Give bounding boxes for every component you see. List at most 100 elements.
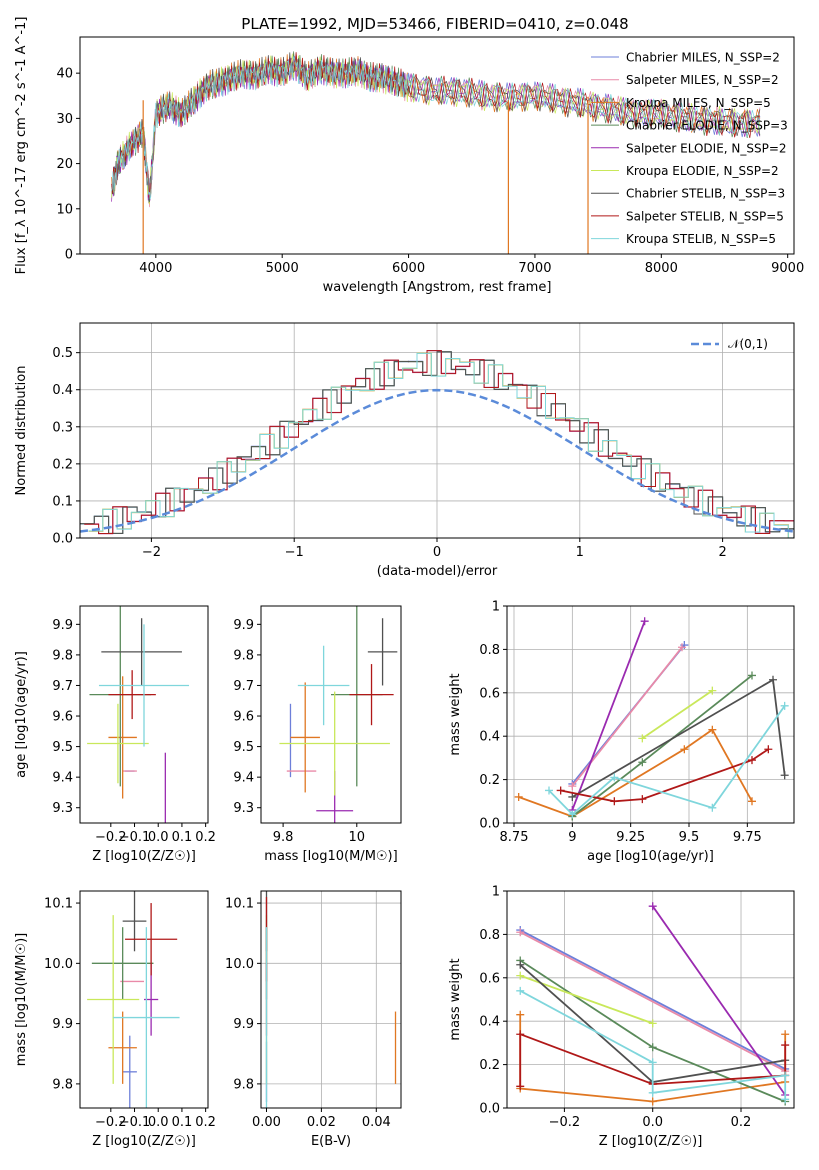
y-tick-label: 0.0 [479,817,500,832]
y-tick-label: 40 [56,67,73,82]
axes-frame [260,890,402,1109]
weight-marker [516,986,525,995]
weight-marker [568,782,577,791]
weight-line-4 [571,674,753,818]
legend-label-1: Chabrier MILES, N_SSP=2 [626,51,780,65]
weight-line-1 [519,929,786,1070]
x-axis-label: Z [log10(Z/Z☉)] [599,1134,703,1149]
legend-label-7: Chabrier STELIB, N_SSP=3 [626,187,785,201]
y-tick-label: 9.8 [233,648,254,663]
y-tick-label: 1 [492,600,500,615]
weight-line-2 [519,931,786,1072]
y-tick-label: 0.4 [479,730,500,745]
axes-frame [79,890,209,1109]
y-tick-label: 1 [492,885,500,900]
y-tick-label: 9.5 [52,740,73,755]
y-tick-label: 9.9 [233,1017,254,1032]
y-tick-label: 9.5 [233,740,254,755]
weight-marker [516,928,525,937]
legend-label-8: Salpeter STELIB, N_SSP=5 [626,209,784,223]
weight-marker [648,1058,657,1067]
panel-7: 0.00 0.02 0.04 9.8 9.9 10.0 10.1 E(B-V) [225,890,402,1149]
y-tick-label: 9.3 [233,801,254,816]
y-tick-label: 0.1 [52,494,73,509]
spectrum-line-8 [111,52,761,198]
y-tick-label: 20 [56,157,73,172]
panel-4: 9.8 10 9.3 9.4 9.5 9.6 9.7 9.8 9.9 mass [log10(M/… [233,605,402,864]
y-tick-label: 0 [65,248,73,263]
x-tick-label: 0.0 [148,830,169,845]
spectrum-line-9 [111,56,761,200]
x-axis-label: E(B-V) [311,1134,351,1149]
weight-marker [781,1095,790,1104]
histogram-series-9 [88,352,794,538]
weight-marker [748,671,756,680]
y-tick-label: 9.3 [52,801,73,816]
x-tick-label: 0.2 [731,1115,752,1130]
axes-frame [506,605,795,824]
plot-area [111,51,761,254]
y-tick-label: 0.3 [52,420,73,435]
legend-normal-label: 𝒩(0,1) [728,337,768,351]
y-tick-label: 9.4 [233,771,254,786]
weight-marker [516,1010,525,1019]
x-tick-label: 5000 [266,261,299,276]
x-axis-label: age [log10(age/yr)] [587,849,714,864]
weight-marker [780,701,789,710]
weight-marker [748,756,756,765]
axes-frame [260,605,402,824]
y-tick-label: 9.7 [52,679,73,694]
x-tick-label: −1 [285,545,304,560]
y-tick-label: 9.8 [233,1077,254,1092]
y-tick-label: 10.0 [225,957,254,972]
y-tick-label: 0.6 [479,686,500,701]
y-tick-label: 30 [56,112,73,127]
y-axis-label: Normed distribution [14,366,29,496]
weight-marker [610,797,619,806]
y-axis-label: mass weight [448,958,463,1040]
weight-marker [678,643,686,652]
y-tick-label: 0.0 [52,532,73,547]
x-tick-label: 0.00 [252,1115,281,1130]
weight-marker [781,1071,790,1080]
x-tick-label: 9.5 [679,830,700,845]
x-tick-label: 8.75 [500,830,529,845]
weight-marker [556,786,565,795]
y-tick-label: 9.9 [52,618,73,633]
y-tick-label: 0.4 [479,1015,500,1030]
y-axis-label: Flux [f_λ 10^-17 erg cm^-2 s^-1 A^-1] [14,17,29,275]
y-tick-label: 9.8 [52,1077,73,1092]
y-tick-label: 10.1 [44,897,73,912]
histogram-series-8 [84,350,794,534]
x-tick-label: −2 [142,545,161,560]
legend-label-4: Chabrier ELODIE, N_SSP=3 [626,119,788,133]
weight-marker [764,745,773,754]
legend-label-2: Salpeter MILES, N_SSP=2 [626,73,779,87]
y-tick-label: 10.0 [44,957,73,972]
x-tick-label: 8000 [645,261,678,276]
plot-area [80,350,794,538]
weight-marker [516,971,525,980]
y-tick-label: 9.4 [52,771,73,786]
weight-marker [708,803,717,812]
y-tick-label: 9.6 [52,710,73,725]
panel-1: 4000 5000 6000 7000 8000 9000 0 10 20 30 40 wavelen… [14,17,804,295]
axes-frame [506,890,795,1109]
weight-line-6 [641,689,713,740]
x-tick-label: 0.1 [172,1115,193,1130]
y-tick-label: 0.4 [52,383,73,398]
weight-line-5 [571,620,646,811]
x-axis-label: Z [log10(Z/Z☉)] [92,849,196,864]
legend-label-3: Kroupa MILES, N_SSP=5 [626,96,771,110]
weight-marker [638,758,647,767]
y-tick-label: 9.6 [233,710,254,725]
y-tick-label: 9.9 [52,1017,73,1032]
axes-frame [79,36,795,255]
weight-marker [610,773,619,782]
panel-2: 𝒩(0,1) −2 −1 0 1 2 0.0 0.1 0.2 0.3 0.4 0.5 (data-mod… [14,322,795,579]
normal-curve [80,388,794,533]
x-tick-label: 6000 [392,261,425,276]
histogram-series-2 [84,350,794,535]
x-tick-label: 0.02 [307,1115,336,1130]
weight-marker [780,771,789,780]
